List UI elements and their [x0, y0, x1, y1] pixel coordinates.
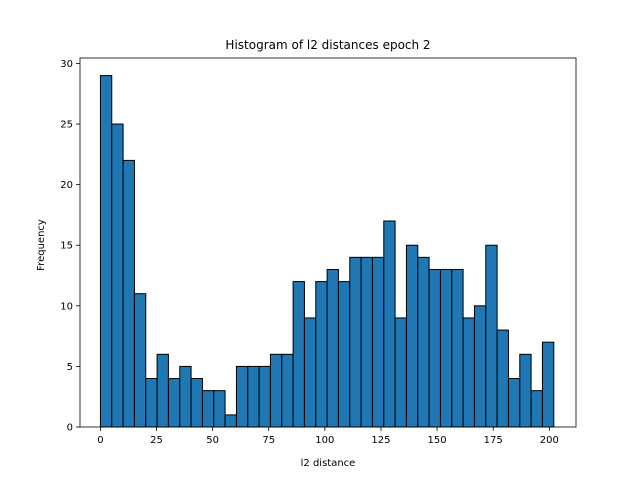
- histogram-bar: [496, 329, 509, 428]
- histogram-bar: [485, 244, 498, 428]
- histogram-bar: [439, 268, 453, 428]
- histogram-bar: [451, 268, 464, 428]
- histogram-bar: [292, 281, 305, 428]
- histogram-bar: [315, 281, 328, 428]
- histogram-bar: [473, 305, 487, 428]
- histogram-bar: [405, 244, 419, 428]
- histogram-bar: [530, 390, 543, 428]
- x-tick-label: 75: [262, 435, 275, 446]
- y-axis-label: Frequency: [36, 219, 47, 271]
- y-tick-label: 0: [67, 423, 73, 434]
- histogram-bar: [519, 353, 532, 428]
- histogram-bar: [133, 293, 147, 428]
- x-tick-label: 50: [206, 435, 219, 446]
- x-tick-label: 150: [428, 435, 447, 446]
- histogram-bar: [349, 256, 362, 428]
- x-tick-label: 100: [315, 435, 334, 446]
- histogram-bars: [99, 75, 555, 428]
- histogram-bar: [201, 390, 215, 428]
- histogram-bar: [247, 365, 260, 428]
- x-tick-label: 0: [97, 435, 103, 446]
- histogram-bar: [213, 390, 226, 428]
- x-axis-ticks: 0 25 50 75 100 125 150 175 200: [97, 427, 559, 446]
- x-tick-label: 125: [371, 435, 390, 446]
- y-tick-label: 10: [60, 301, 73, 312]
- histogram-bar: [383, 220, 396, 428]
- histogram-bar: [281, 353, 294, 428]
- histogram-bar: [541, 341, 555, 428]
- x-tick-label: 200: [540, 435, 559, 446]
- histogram-bar: [507, 378, 521, 428]
- histogram-bar: [224, 414, 237, 428]
- y-tick-label: 5: [67, 362, 73, 373]
- y-tick-label: 15: [60, 241, 73, 252]
- histogram-bar: [190, 378, 203, 428]
- x-tick-label: 25: [150, 435, 163, 446]
- histogram-bar: [235, 365, 249, 428]
- histogram-bar: [326, 268, 339, 428]
- y-axis-ticks: 0 5 10 15 20 25 30: [60, 59, 80, 434]
- x-tick-label: 175: [484, 435, 503, 446]
- histogram-bar: [337, 281, 351, 428]
- histogram-bar: [428, 268, 441, 428]
- histogram-bar: [258, 365, 271, 428]
- histogram-bar: [122, 159, 135, 428]
- plot-frame: [79, 57, 577, 428]
- histogram-bar: [111, 123, 124, 428]
- y-tick-label: 25: [60, 120, 73, 131]
- histogram-bar: [99, 75, 113, 428]
- histogram-bar: [303, 317, 317, 428]
- histogram-bar: [145, 378, 158, 428]
- histogram-bar: [269, 353, 283, 428]
- y-tick-label: 20: [60, 180, 73, 191]
- histogram-bar: [179, 365, 192, 428]
- y-tick-label: 30: [60, 59, 73, 70]
- histogram-bar: [371, 256, 385, 428]
- x-axis-label: l2 distance: [301, 458, 356, 469]
- chart-title: Histogram of l2 distances epoch 2: [225, 38, 430, 52]
- histogram-bar: [394, 317, 407, 428]
- histogram-bar: [462, 317, 475, 428]
- histogram-bar: [360, 256, 373, 428]
- histogram-bar: [417, 256, 430, 428]
- histogram-bar: [156, 353, 169, 428]
- histogram-bar: [167, 378, 181, 428]
